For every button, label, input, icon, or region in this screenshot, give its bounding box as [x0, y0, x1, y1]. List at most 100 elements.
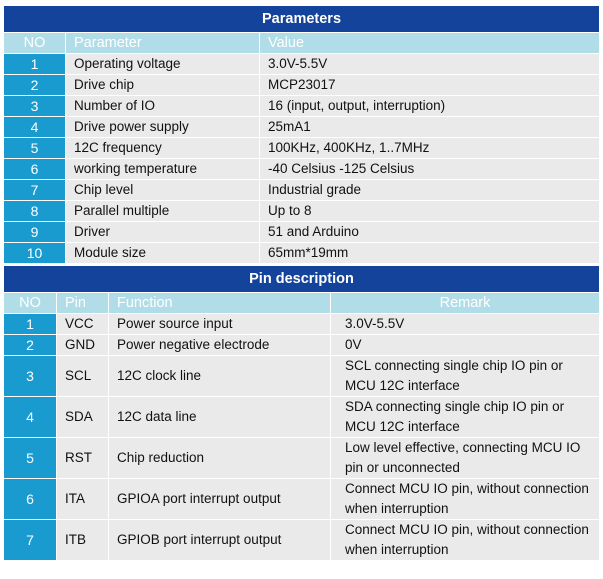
- cell-no: 8: [3, 200, 66, 222]
- remark-line: MCU 12C interface: [345, 419, 460, 434]
- cell-function: GPIOA port interrupt output: [108, 478, 331, 520]
- cell-parameter: Module size: [65, 242, 260, 264]
- remark-line: 3.0V-5.5V: [345, 316, 405, 331]
- table-row: 8 Parallel multiple Up to 8: [3, 200, 601, 222]
- cell-parameter: 12C frequency: [65, 137, 260, 159]
- cell-parameter: Operating voltage: [65, 53, 260, 75]
- remark-line: when interruption: [345, 542, 449, 557]
- pins-header-row: NO Pin Function Remark: [3, 292, 600, 314]
- pins-title: Pin description: [3, 265, 600, 293]
- cell-no: 3: [3, 95, 66, 117]
- remark-line: SCL connecting single chip IO pin or: [345, 358, 563, 373]
- cell-parameter: Chip level: [65, 179, 260, 201]
- parameters-title-row: Parameters: [2, 5, 601, 33]
- cell-remark: SCL connecting single chip IO pin or MCU …: [330, 355, 600, 397]
- cell-value: -40 Celsius -125 Celsius: [258, 158, 601, 180]
- header-no: NO: [3, 32, 66, 54]
- cell-remark: SDA connecting single chip IO pin or MCU …: [330, 396, 600, 438]
- header-parameter: Parameter: [65, 32, 260, 54]
- cell-no: 4: [3, 116, 66, 138]
- cell-no: 4: [3, 396, 57, 438]
- cell-function: GPIOB port interrupt output: [108, 519, 331, 561]
- cell-parameter: Drive power supply: [65, 116, 260, 138]
- table-row: 3 Number of IO 16 (input, output, interrup…: [3, 95, 601, 117]
- cell-no: 6: [3, 478, 57, 520]
- table-row: 2 Drive chip MCP23017: [3, 74, 601, 96]
- cell-remark: Low level effective, connecting MCU IO pi…: [330, 437, 600, 479]
- remark-line: MCU 12C interface: [345, 378, 460, 393]
- cell-parameter: Number of IO: [65, 95, 260, 117]
- cell-no: 3: [3, 355, 57, 397]
- cell-pin: SDA: [56, 396, 109, 438]
- cell-no: 2: [3, 334, 57, 356]
- table-row: 10 Module size 65mm*19mm: [3, 242, 601, 264]
- cell-no: 1: [3, 313, 57, 335]
- cell-value: 100KHz, 400KHz, 1..7MHz: [258, 137, 601, 159]
- table-row: 2 GND Power negative electrode 0V: [3, 334, 600, 356]
- pins-title-row: Pin description: [3, 265, 600, 293]
- cell-function: 12C clock line: [108, 355, 331, 397]
- cell-function: Chip reduction: [108, 437, 331, 479]
- table-row: 1 Operating voltage 3.0V-5.5V: [3, 53, 601, 75]
- cell-value: 25mA1: [258, 116, 601, 138]
- remark-line: when interruption: [345, 501, 449, 516]
- table-row: 6 working temperature -40 Celsius -125 Cel…: [3, 158, 601, 180]
- cell-remark: 3.0V-5.5V: [330, 313, 600, 335]
- header-remark: Remark: [330, 292, 600, 314]
- header-value: Value: [258, 32, 601, 54]
- cell-pin: RST: [56, 437, 109, 479]
- header-pin: Pin: [56, 292, 109, 314]
- table-row: 4 Drive power supply 25mA1: [3, 116, 601, 138]
- header-no: NO: [3, 292, 57, 314]
- table-row: 5 12C frequency 100KHz, 400KHz, 1..7MHz: [3, 137, 601, 159]
- remark-line: 0V: [345, 337, 362, 352]
- table-row: 4 SDA 12C data line SDA connecting single c…: [3, 396, 600, 438]
- cell-no: 10: [3, 242, 66, 264]
- cell-function: Power source input: [108, 313, 331, 335]
- cell-function: 12C data line: [108, 396, 331, 438]
- cell-parameter: Driver: [65, 221, 260, 243]
- cell-pin: VCC: [56, 313, 109, 335]
- pin-description-table: Pin description NO Pin Function Remark 1…: [3, 265, 600, 561]
- cell-value: 51 and Arduino: [258, 221, 601, 243]
- cell-pin: SCL: [56, 355, 109, 397]
- cell-parameter: Parallel multiple: [65, 200, 260, 222]
- cell-pin: ITB: [56, 519, 109, 561]
- cell-no: 7: [3, 179, 66, 201]
- parameters-table: Parameters NO Parameter Value 1 Operating…: [2, 5, 601, 264]
- cell-value: 65mm*19mm: [258, 242, 601, 264]
- remark-line: Connect MCU IO pin, without connection: [345, 481, 589, 496]
- cell-no: 5: [3, 437, 57, 479]
- remark-line: SDA connecting single chip IO pin or: [345, 399, 565, 414]
- remark-line: Low level effective, connecting MCU IO: [345, 440, 581, 455]
- table-row: 6 ITA GPIOA port interrupt output Connect M…: [3, 478, 600, 520]
- cell-no: 5: [3, 137, 66, 159]
- cell-no: 6: [3, 158, 66, 180]
- cell-no: 9: [3, 221, 66, 243]
- table-row: 1 VCC Power source input 3.0V-5.5V: [3, 313, 600, 335]
- table-row: 5 RST Chip reduction Low level effective, c…: [3, 437, 600, 479]
- cell-remark: Connect MCU IO pin, without connection wh…: [330, 519, 600, 561]
- cell-no: 1: [3, 53, 66, 75]
- parameters-header-row: NO Parameter Value: [3, 32, 601, 54]
- table-row: 7 Chip level Industrial grade: [3, 179, 601, 201]
- table-row: 3 SCL 12C clock line SCL connecting single …: [3, 355, 600, 397]
- table-row: 7 ITB GPIOB port interrupt output Connect M…: [3, 519, 600, 561]
- cell-pin: GND: [56, 334, 109, 356]
- cell-remark: 0V: [330, 334, 600, 356]
- cell-parameter: working temperature: [65, 158, 260, 180]
- cell-remark: Connect MCU IO pin, without connection wh…: [330, 478, 600, 520]
- remark-line: Connect MCU IO pin, without connection: [345, 522, 589, 537]
- cell-value: MCP23017: [258, 74, 601, 96]
- cell-value: 3.0V-5.5V: [258, 53, 601, 75]
- cell-value: 16 (input, output, interruption): [258, 95, 601, 117]
- cell-no: 2: [3, 74, 66, 96]
- cell-parameter: Drive chip: [65, 74, 260, 96]
- header-function: Function: [108, 292, 331, 314]
- cell-value: Up to 8: [258, 200, 601, 222]
- cell-value: Industrial grade: [258, 179, 601, 201]
- table-row: 9 Driver 51 and Arduino: [3, 221, 601, 243]
- cell-no: 7: [3, 519, 57, 561]
- cell-function: Power negative electrode: [108, 334, 331, 356]
